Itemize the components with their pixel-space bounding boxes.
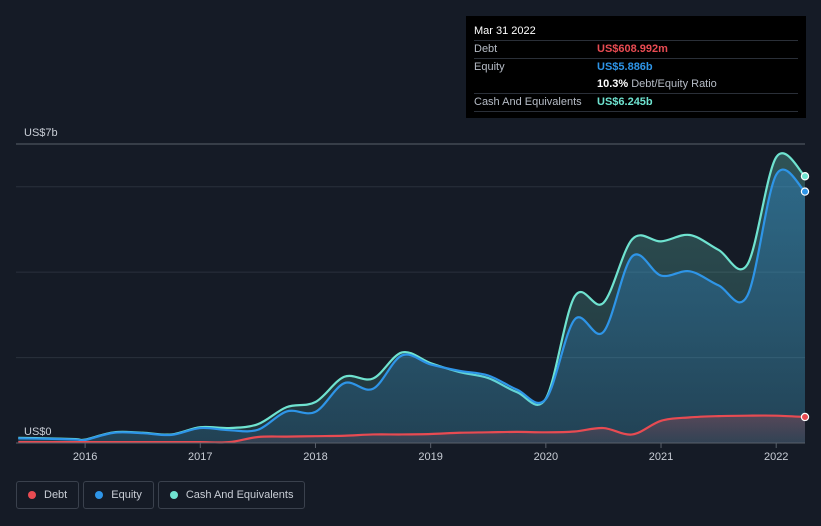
- tooltip-row-ratio: 10.3% Debt/Equity Ratio: [474, 76, 798, 93]
- legend-item-debt[interactable]: Debt: [16, 481, 80, 509]
- area-equity: [18, 169, 805, 443]
- legend-dot-debt: [28, 491, 36, 499]
- tooltip-value-cash: US$6.245b: [597, 96, 653, 108]
- tooltip-label-equity: Equity: [474, 61, 505, 73]
- tooltip-row-cash: Cash And Equivalents US$6.245b: [474, 93, 798, 112]
- legend-item-equity[interactable]: Equity: [83, 481, 154, 509]
- tooltip-ratio-caption: Debt/Equity Ratio: [631, 78, 717, 90]
- tooltip-label-ratio: [474, 76, 597, 93]
- tooltip-date: Mar 31 2022: [474, 25, 536, 37]
- legend: Debt Equity Cash And Equivalents: [16, 481, 306, 511]
- tooltip-row-equity: Equity US$5.886b: [474, 58, 798, 76]
- tooltip-value-ratio: 10.3%: [597, 78, 629, 90]
- x-tick-label: 2017: [188, 451, 212, 463]
- y-label-bottom: US$0: [24, 426, 52, 438]
- legend-item-cash[interactable]: Cash And Equivalents: [157, 481, 306, 509]
- tooltip-value-debt: US$608.992m: [597, 43, 668, 55]
- tooltip-label-debt: Debt: [474, 43, 498, 55]
- endpoint-cash: [800, 172, 810, 181]
- legend-label-debt: Debt: [44, 489, 68, 501]
- tooltip-value-equity: US$5.886b: [597, 61, 653, 73]
- x-tick-label: 2020: [534, 451, 558, 463]
- y-label-top: US$7b: [24, 127, 58, 139]
- line-equity: [18, 168, 806, 442]
- tooltip-panel: Mar 31 2022 Debt US$608.992m Equity US$5…: [466, 16, 806, 118]
- legend-dot-cash: [169, 491, 178, 499]
- x-tick-label: 2016: [73, 451, 97, 463]
- tooltip-label-cash: Cash And Equivalents: [474, 96, 582, 108]
- line-debt: [18, 414, 806, 444]
- legend-label-equity: Equity: [111, 489, 142, 501]
- endpoint-debt: [800, 412, 810, 422]
- tooltip-row-debt: Debt US$608.992m: [474, 40, 798, 58]
- legend-dot-equity: [95, 491, 104, 499]
- legend-label-cash: Cash And Equivalents: [185, 489, 294, 501]
- x-tick-label: 2021: [649, 451, 673, 463]
- area-debt: [18, 415, 805, 443]
- x-tick-label: 2019: [418, 451, 442, 463]
- x-tick-label: 2018: [303, 451, 327, 463]
- x-tick-label: 2022: [764, 451, 788, 463]
- endpoint-equity: [800, 187, 810, 196]
